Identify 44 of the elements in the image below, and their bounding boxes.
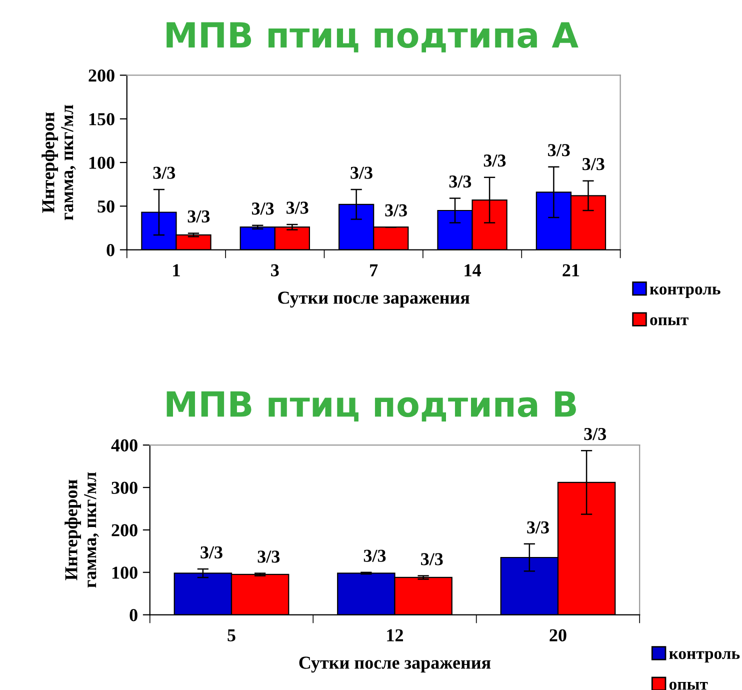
- annotation: 3/3: [350, 166, 372, 179]
- x-tick-label: 14: [464, 264, 481, 276]
- legend-label: контроль: [669, 651, 740, 662]
- x-tick-label: 1: [173, 264, 180, 276]
- y-tick-label: 100: [89, 156, 114, 169]
- annotation: 3/3: [286, 202, 308, 214]
- annotation: 3/3: [527, 521, 549, 534]
- x-axis-title: Сутки после заражения: [278, 292, 470, 308]
- legend-label: опыт: [669, 682, 708, 690]
- text: 3/3: [584, 428, 606, 440]
- annotation: 3/3: [449, 176, 472, 188]
- y-tick-label: 200: [88, 69, 114, 82]
- y-axis-title: Интерферон гамма, пкг/мл: [42, 104, 76, 220]
- annotation: 3/3: [153, 166, 176, 179]
- annotation: 3/3: [421, 553, 443, 566]
- annotation: 3/3: [385, 204, 407, 216]
- x-tick-label: 12: [387, 629, 403, 642]
- annotation: 3/3: [548, 144, 570, 156]
- legend-label: опыт: [650, 317, 688, 326]
- x-tick-label: 20: [550, 629, 566, 642]
- y-tick-label: 100: [112, 566, 138, 579]
- chart-title: МПВ птиц подтипа В: [166, 391, 576, 422]
- y-tick-label: 400: [111, 439, 138, 452]
- y-tick-label: 200: [112, 524, 138, 536]
- x-tick-label: 3: [271, 264, 279, 276]
- x-tick-label: 21: [562, 264, 580, 276]
- y-tick-label: 0: [130, 609, 138, 622]
- y-tick-label: 50: [98, 200, 114, 213]
- annotation: 3/3: [188, 210, 210, 223]
- x-axis-title: Сутки после заражения: [299, 656, 491, 673]
- annotation: 3/3: [484, 154, 506, 167]
- y-tick-label: 0: [106, 244, 114, 256]
- y-tick-label: 300: [112, 482, 138, 494]
- legend-label: контроль: [650, 286, 720, 298]
- chart-title: МПВ птиц подтипа А: [166, 22, 578, 52]
- x-tick-label: 5: [228, 629, 236, 642]
- annotation: 3/3: [582, 158, 604, 170]
- annotation: 3/3: [364, 550, 386, 562]
- y-axis-title: Интерферон гамма, пкг/мл: [64, 472, 99, 588]
- annotation: 3/3: [200, 546, 222, 559]
- y-tick-label: 150: [89, 113, 114, 126]
- annotation: 3/3: [258, 550, 280, 563]
- annotation: 3/3: [252, 202, 274, 215]
- x-tick-label: 7: [370, 264, 378, 276]
